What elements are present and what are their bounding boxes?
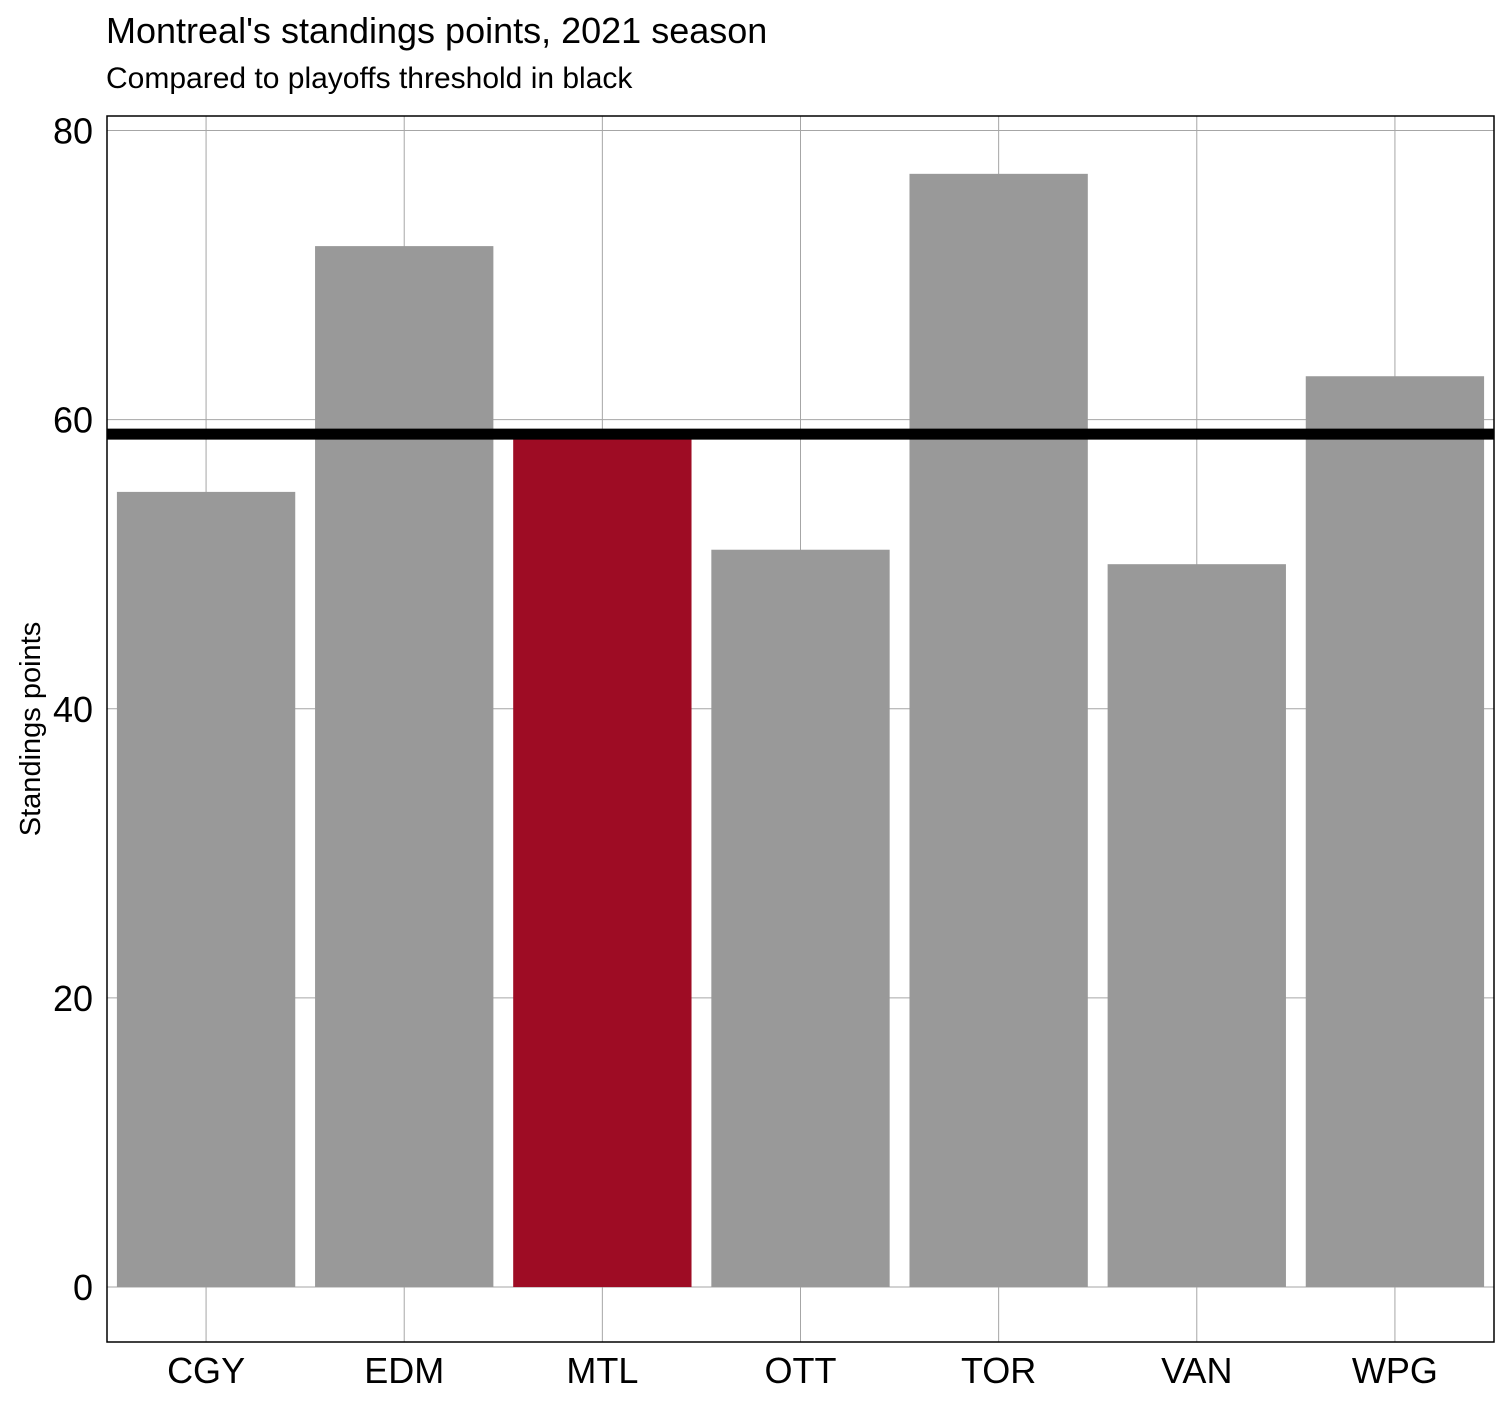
- bar-tor: [909, 173, 1088, 1288]
- chart-subtitle: Compared to playoffs threshold in black: [106, 62, 633, 95]
- bar-mtl: [513, 434, 692, 1288]
- plot-frame: [106, 115, 1495, 1343]
- y-axis-label: Standings points: [15, 622, 47, 836]
- x-tick-label-ott: OTT: [765, 1350, 837, 1391]
- y-tick-label-20: 20: [53, 978, 93, 1019]
- bar-wpg: [1305, 376, 1485, 1288]
- x-tick-label-tor: TOR: [961, 1350, 1036, 1391]
- y-tick-label-80: 80: [53, 110, 93, 151]
- chart-title: Montreal's standings points, 2021 season: [106, 10, 768, 51]
- x-tick-label-wpg: WPG: [1352, 1350, 1438, 1391]
- bar-edm: [315, 246, 494, 1288]
- x-tick-label-edm: EDM: [364, 1350, 444, 1391]
- bar-van: [1107, 564, 1286, 1288]
- y-tick-label-40: 40: [53, 689, 93, 730]
- x-tick-label-mtl: MTL: [566, 1350, 638, 1391]
- y-tick-label-60: 60: [53, 400, 93, 441]
- x-tick-labels: CGY EDM MTL OTT TOR VAN WPG: [167, 1350, 1438, 1391]
- bar-cgy: [116, 491, 296, 1288]
- x-tick-label-cgy: CGY: [167, 1350, 245, 1391]
- bar-ott: [711, 549, 890, 1288]
- y-tick-labels: 0 20 40 60 80: [53, 110, 93, 1308]
- bars: [116, 173, 1485, 1288]
- x-tick-label-van: VAN: [1161, 1350, 1232, 1391]
- y-tick-label-0: 0: [73, 1267, 93, 1308]
